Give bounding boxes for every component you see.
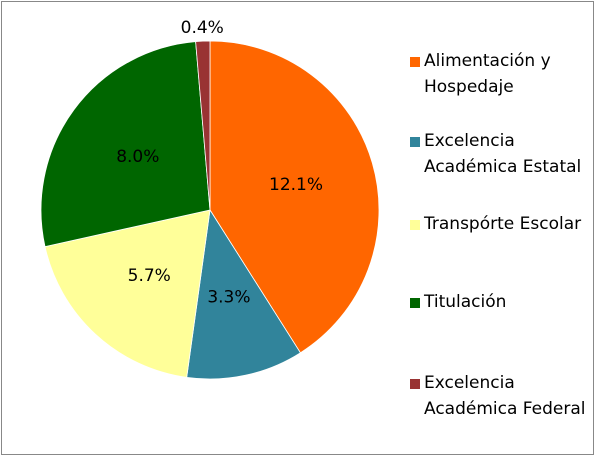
legend-label: Transpórte Escolar xyxy=(424,214,582,234)
legend-swatch xyxy=(410,379,420,389)
data-label: 8.0% xyxy=(116,147,159,167)
legend-swatch xyxy=(410,137,420,147)
pie-slice xyxy=(195,40,211,211)
data-label: 3.3% xyxy=(207,288,250,308)
legend-swatch xyxy=(410,220,420,230)
data-label: 0.4% xyxy=(181,18,224,38)
pie-slice xyxy=(44,209,211,378)
data-label: 5.7% xyxy=(128,266,171,286)
pie-slice xyxy=(209,40,380,354)
data-label: 12.1% xyxy=(269,175,323,195)
pie-slice xyxy=(40,41,211,248)
pie-slice xyxy=(186,208,301,380)
legend-label: Excelencia Académica Federal xyxy=(424,373,586,419)
legend-swatch xyxy=(410,298,420,308)
legend-label: Excelencia Académica Estatal xyxy=(424,131,582,177)
legend-swatch xyxy=(410,57,420,67)
legend-label: Titulación xyxy=(424,292,507,312)
legend-label: Alimentación y Hospedaje xyxy=(424,51,551,97)
